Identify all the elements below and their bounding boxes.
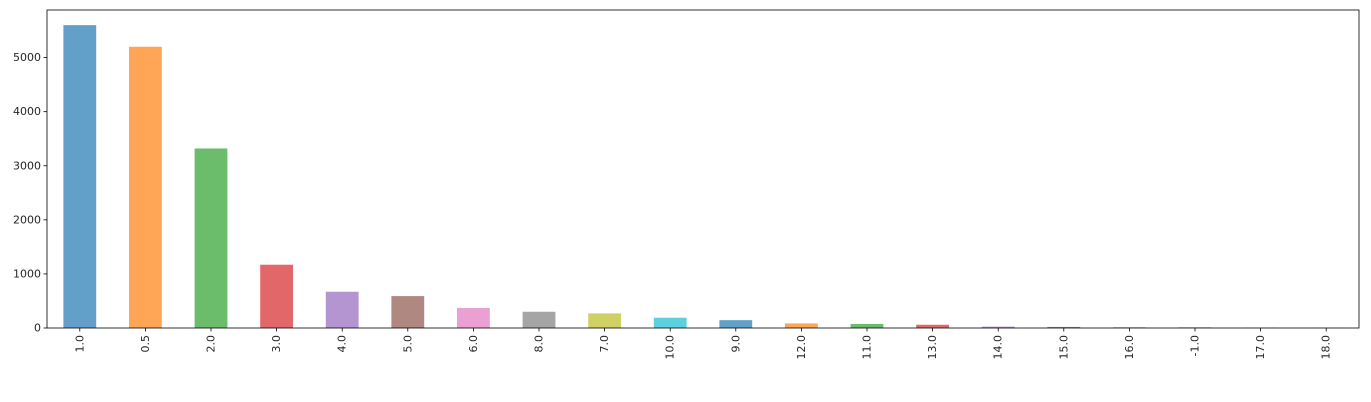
x-tick-label: 13.0 [926, 335, 939, 360]
bar-4.0 [325, 291, 359, 328]
bar-12.0 [785, 323, 818, 328]
bar-7.0 [588, 313, 621, 328]
x-tick-label: 9.0 [729, 335, 742, 353]
y-tick-label: 0 [34, 322, 41, 335]
bar-6.0 [457, 307, 490, 328]
bar-0.5 [129, 46, 162, 328]
y-tick-label: 1000 [13, 267, 41, 280]
x-tick-label: 5.0 [401, 335, 414, 353]
x-tick-label: 16.0 [1123, 335, 1136, 360]
x-tick-label: 3.0 [270, 335, 283, 353]
bar-5.0 [391, 296, 425, 328]
x-tick-label: 11.0 [861, 335, 874, 360]
y-tick-label: 3000 [13, 159, 41, 172]
x-tick-label: 10.0 [664, 335, 677, 360]
bar-3.0 [260, 264, 293, 328]
y-tick-label: 2000 [13, 213, 41, 226]
x-tick-label: 7.0 [598, 335, 611, 353]
y-tick-label: 5000 [13, 51, 41, 64]
bar-2.0 [194, 148, 228, 328]
bar-14.0 [981, 326, 1015, 328]
x-tick-label: 12.0 [795, 335, 808, 360]
bar-11.0 [850, 323, 884, 328]
bar-1.0 [63, 25, 97, 329]
bar-13.0 [916, 324, 949, 328]
y-axis: 0 1000 2000 3000 4000 5000 [13, 51, 47, 335]
bar-10.0 [653, 317, 687, 328]
x-tick-label: 2.0 [205, 335, 218, 353]
y-tick-label: 4000 [13, 105, 41, 118]
x-tick-label: 8.0 [533, 335, 546, 353]
bar-16.0 [1113, 327, 1146, 328]
bar-15.0 [1047, 326, 1081, 328]
bar-9.0 [719, 320, 753, 328]
x-tick-label: 17.0 [1254, 335, 1267, 360]
x-tick-label: 15.0 [1057, 335, 1070, 360]
plot-frame [46, 9, 1360, 329]
bar-8.0 [522, 311, 556, 328]
x-tick-label: 6.0 [467, 335, 480, 353]
x-tick-label: 14.0 [992, 335, 1005, 360]
x-tick-label: 1.0 [73, 335, 86, 353]
x-tick-label: 4.0 [336, 335, 349, 353]
bars-group [63, 25, 1343, 329]
x-tick-label: 18.0 [1320, 335, 1333, 360]
x-axis: 1.0 0.5 2.0 3.0 4.0 5.0 6.0 8.0 7.0 10.0 9.0 12.0 11… [73, 328, 1333, 360]
x-tick-label: -1.0 [1189, 335, 1202, 356]
x-tick-label: 0.5 [139, 335, 152, 353]
